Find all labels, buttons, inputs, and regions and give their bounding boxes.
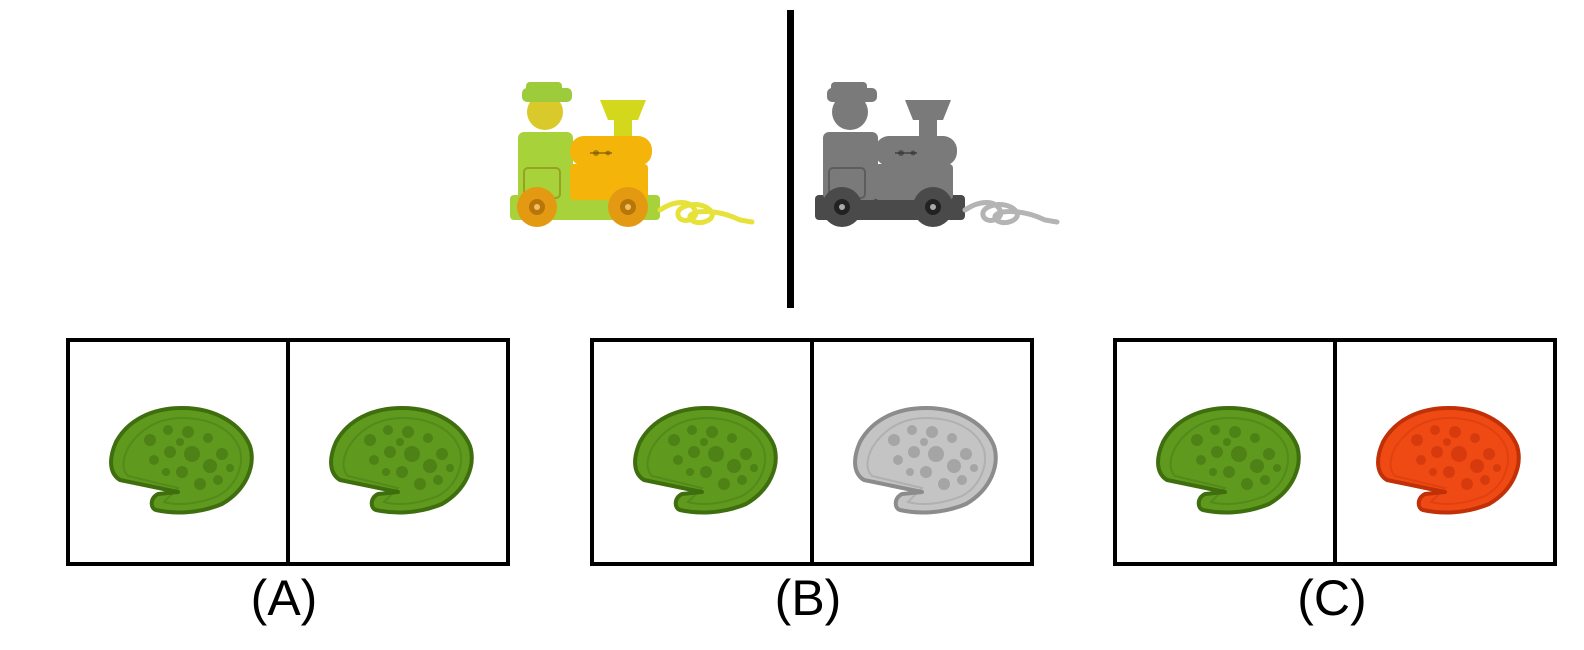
train-driver-head	[832, 94, 868, 130]
train-chimney	[600, 100, 646, 120]
option-a-left-cell	[70, 342, 286, 562]
option-b-divider	[810, 342, 814, 562]
train-boiler	[570, 136, 652, 166]
toy-train-colored-icon	[510, 82, 755, 227]
example-train-colored	[500, 60, 800, 280]
option-c-panel[interactable]	[1113, 338, 1557, 566]
option-a-label: (A)	[250, 570, 318, 626]
toy-train-grayscale-icon	[815, 82, 1060, 227]
pizza-body	[329, 406, 474, 515]
option-a-panel[interactable]	[66, 338, 510, 566]
example-divider	[787, 10, 794, 308]
option-a-divider	[286, 342, 290, 562]
train-cab	[518, 132, 573, 200]
option-b-right-cell	[814, 342, 1030, 562]
option-b-left-cell	[594, 342, 810, 562]
pizza-body	[633, 406, 778, 515]
pizza-gray-icon	[853, 406, 998, 515]
pizza-body	[109, 406, 254, 515]
train-chimney	[905, 100, 951, 120]
option-c-label: (C)	[1297, 570, 1367, 626]
train-string	[962, 200, 1060, 225]
pizza-body	[853, 406, 998, 515]
train-boiler	[875, 136, 957, 166]
train-cab	[823, 132, 878, 200]
option-c-right-cell	[1337, 342, 1553, 562]
pizza-body	[1156, 406, 1301, 515]
pizza-red-icon	[1376, 406, 1521, 515]
train-driver-head	[527, 94, 563, 130]
pizza-body	[1376, 406, 1521, 515]
pizza-green-icon	[633, 406, 778, 515]
option-a-right-cell	[290, 342, 506, 562]
option-c-divider	[1333, 342, 1337, 562]
pizza-green-icon	[109, 406, 254, 515]
option-b-panel[interactable]	[590, 338, 1034, 566]
pizza-green-icon	[329, 406, 474, 515]
example-train-grayscale	[805, 60, 1105, 280]
pizza-green-icon	[1156, 406, 1301, 515]
train-string	[657, 200, 755, 225]
option-c-left-cell	[1117, 342, 1333, 562]
option-b-label: (B)	[774, 570, 842, 626]
